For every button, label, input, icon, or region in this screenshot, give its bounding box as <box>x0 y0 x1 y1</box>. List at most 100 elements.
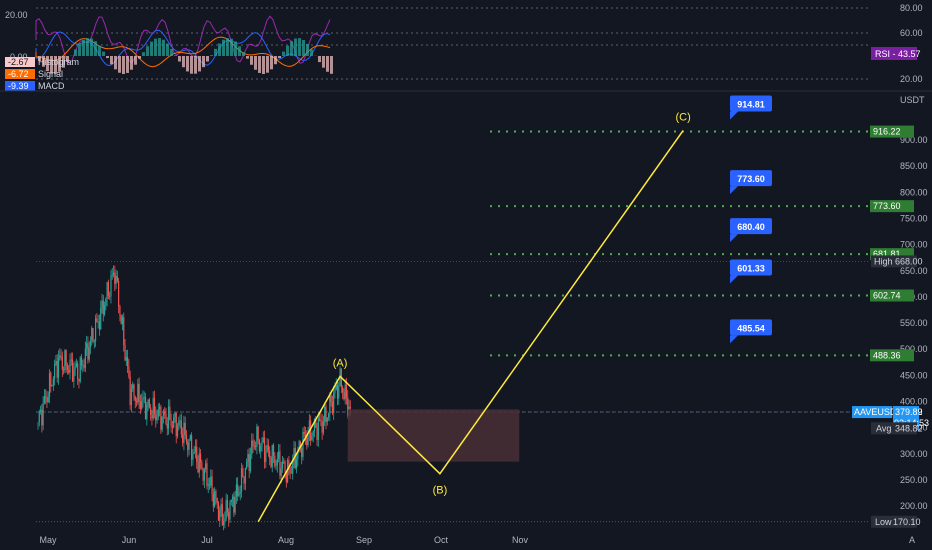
candle-body <box>112 272 115 275</box>
projection-zone <box>347 409 520 462</box>
candle-body <box>178 421 180 426</box>
candle-body <box>69 359 71 373</box>
candle-body <box>41 409 43 426</box>
target-callout-box <box>730 259 772 276</box>
macd-histogram-bar <box>230 38 233 56</box>
candle-body <box>42 402 44 426</box>
macd-histogram-bar <box>86 38 89 56</box>
wave-label: (A) <box>333 357 348 369</box>
macd-histogram-bar <box>210 55 213 56</box>
candle-body <box>210 476 212 486</box>
candle-body <box>54 364 56 379</box>
candle-body <box>106 282 108 300</box>
target-axis-bg <box>870 125 914 138</box>
candle-body <box>333 392 335 413</box>
candle-body <box>135 400 138 403</box>
macd-histogram-bar <box>110 56 113 65</box>
target-callout-label: 680.40 <box>737 222 765 232</box>
candle-body <box>206 463 208 486</box>
macd-histogram-bar <box>302 40 305 56</box>
currency-label: USDT <box>900 95 925 105</box>
macd-histogram-bar <box>190 56 193 74</box>
time-tick-label: Aug <box>278 535 294 545</box>
candle-body <box>290 472 293 474</box>
candle-body <box>70 359 72 361</box>
avg-tag-bg <box>871 422 917 435</box>
candle-body <box>197 462 199 473</box>
target-callout-box <box>730 218 772 235</box>
price-tick-label: 750.00 <box>900 213 928 223</box>
target-axis-label: 602.74 <box>873 291 901 301</box>
macd-histogram-bar <box>222 39 225 56</box>
rsi-tick-label: 60.00 <box>900 28 923 38</box>
macd-histogram-bar <box>202 56 205 68</box>
candle-body <box>307 434 309 445</box>
macd-histogram-bar <box>318 56 321 63</box>
macd-histogram-bar <box>242 52 245 56</box>
candle-body <box>192 453 194 460</box>
avg-tag-label: Avg <box>876 423 891 433</box>
macd-histogram-bar <box>126 56 129 73</box>
candle-body <box>334 389 336 393</box>
candle-body <box>326 417 328 422</box>
macd-histogram-bar <box>270 56 273 70</box>
candle-body <box>278 451 280 459</box>
candle-body <box>319 418 321 421</box>
macd-histogram-bar <box>82 39 85 56</box>
candle-body <box>95 318 97 341</box>
candle-body <box>316 427 318 440</box>
candle-body <box>303 432 305 435</box>
candle-body <box>124 345 126 361</box>
price-axis-labels: 916.22 773.60 681.81 602.74 488.36 High 668.00… <box>852 125 929 528</box>
candle-body <box>330 395 332 403</box>
price-tick-label: 450.00 <box>900 370 928 380</box>
macd-histogram-bar <box>182 56 185 68</box>
candle-body <box>211 476 213 495</box>
candle-body <box>270 458 272 467</box>
candle-body <box>188 439 190 450</box>
candle-body <box>310 420 312 441</box>
target-axis-label: 681.81 <box>873 249 901 259</box>
candle-body <box>298 441 300 451</box>
candle-body <box>343 392 345 400</box>
candle-body <box>228 511 230 520</box>
candle-body <box>235 484 237 497</box>
macd-histogram-bar <box>218 43 221 56</box>
candle-body <box>173 417 175 428</box>
candle-body <box>79 357 81 382</box>
candle-body <box>143 397 145 399</box>
candle-body <box>132 384 134 389</box>
macd-histogram-bar <box>106 56 109 59</box>
candle-body <box>75 363 77 367</box>
candle-body <box>103 305 106 315</box>
time-tick-label: Jul <box>201 535 213 545</box>
target-callout-box <box>730 319 772 336</box>
candle-body <box>335 385 337 390</box>
candle-body <box>276 458 278 466</box>
macd-histogram-bar <box>262 56 265 74</box>
macd-histogram-bar <box>214 48 217 56</box>
candle-body <box>321 420 323 433</box>
candle-body <box>216 497 218 503</box>
candle-body <box>322 421 325 433</box>
candle-body <box>144 397 147 420</box>
signal-value-bg <box>5 69 35 79</box>
wave-label: (C) <box>675 112 690 124</box>
candle-body <box>258 439 261 452</box>
candle-body <box>45 396 47 398</box>
wave-label: (B) <box>433 485 448 497</box>
candle-body <box>121 317 124 325</box>
candle-body <box>304 434 307 438</box>
macd-histogram-bar <box>322 56 325 68</box>
candle-body <box>202 468 204 481</box>
candle-body <box>312 431 314 436</box>
time-axis: May Jun Jul Aug Sep Oct Nov A <box>39 535 915 545</box>
candle-body <box>130 388 133 406</box>
low-tag-bg <box>871 515 917 528</box>
price-tick-label: 900.00 <box>900 135 928 145</box>
candle-body <box>51 385 53 387</box>
macd-histogram-bar <box>166 43 169 56</box>
candle-body <box>89 340 92 348</box>
macd-histogram-bar <box>46 56 49 72</box>
candle-body <box>283 461 285 463</box>
